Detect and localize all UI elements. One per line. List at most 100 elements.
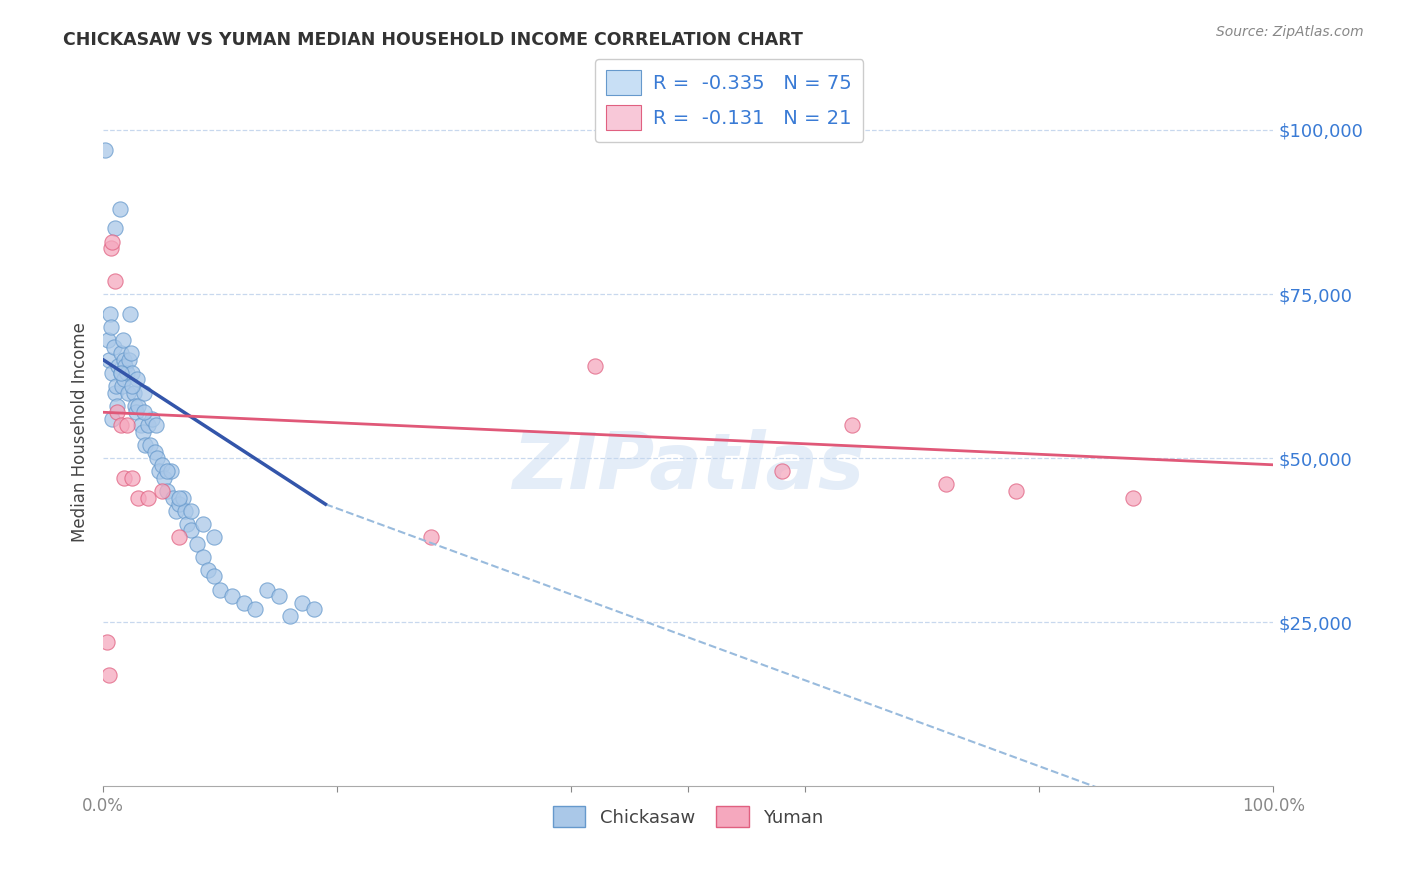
Point xyxy=(98,668,121,682)
Point xyxy=(121,366,143,380)
Point xyxy=(256,582,278,597)
Point xyxy=(132,405,155,419)
Point xyxy=(148,464,170,478)
Point xyxy=(150,458,173,472)
Point xyxy=(94,143,117,157)
Point xyxy=(180,504,202,518)
Point xyxy=(202,530,225,544)
Point xyxy=(770,464,793,478)
Point xyxy=(120,346,142,360)
Point xyxy=(191,516,214,531)
Point xyxy=(180,524,202,538)
Point xyxy=(110,366,132,380)
Point xyxy=(156,484,179,499)
Point xyxy=(124,399,146,413)
Point xyxy=(115,366,138,380)
Point xyxy=(167,491,190,505)
Point xyxy=(202,569,225,583)
Point xyxy=(114,359,136,374)
Point xyxy=(132,385,155,400)
Point xyxy=(176,516,198,531)
Y-axis label: Median Household Income: Median Household Income xyxy=(72,322,89,542)
Point xyxy=(105,399,128,413)
Point xyxy=(197,563,219,577)
Point xyxy=(110,418,132,433)
Point xyxy=(121,471,143,485)
Point xyxy=(115,418,138,433)
Point xyxy=(156,464,179,478)
Point xyxy=(139,438,162,452)
Point xyxy=(141,412,163,426)
Point xyxy=(105,405,128,419)
Point xyxy=(145,418,167,433)
Point xyxy=(104,274,127,288)
Point xyxy=(112,471,135,485)
Point xyxy=(302,602,325,616)
Point xyxy=(186,536,208,550)
Point xyxy=(232,596,254,610)
Point xyxy=(191,549,214,564)
Point xyxy=(167,497,190,511)
Point xyxy=(104,221,127,235)
Point xyxy=(278,608,301,623)
Point xyxy=(153,471,176,485)
Point xyxy=(127,399,149,413)
Point xyxy=(110,346,132,360)
Point xyxy=(118,352,141,367)
Point xyxy=(98,352,121,367)
Point xyxy=(127,491,149,505)
Point xyxy=(419,530,441,544)
Point xyxy=(110,366,132,380)
Point xyxy=(118,307,141,321)
Point xyxy=(143,444,166,458)
Point xyxy=(146,451,169,466)
Point xyxy=(172,491,194,505)
Point xyxy=(209,582,232,597)
Point xyxy=(97,333,120,347)
Point xyxy=(101,235,124,249)
Point xyxy=(98,307,121,321)
Point xyxy=(150,484,173,499)
Text: ZIPatlas: ZIPatlas xyxy=(512,429,865,506)
Point xyxy=(1122,491,1144,505)
Point xyxy=(291,596,314,610)
Text: Source: ZipAtlas.com: Source: ZipAtlas.com xyxy=(1216,25,1364,39)
Point xyxy=(100,241,122,255)
Point xyxy=(111,379,134,393)
Point xyxy=(101,412,124,426)
Point xyxy=(100,319,122,334)
Point xyxy=(108,202,131,216)
Point xyxy=(162,491,184,505)
Point xyxy=(160,464,183,478)
Point xyxy=(841,418,863,433)
Point xyxy=(105,379,128,393)
Point xyxy=(104,385,127,400)
Point xyxy=(165,504,187,518)
Point xyxy=(117,385,139,400)
Legend: Chickasaw, Yuman: Chickasaw, Yuman xyxy=(546,799,831,834)
Point xyxy=(129,418,152,433)
Point xyxy=(122,385,145,400)
Point xyxy=(101,366,124,380)
Point xyxy=(935,477,957,491)
Point xyxy=(221,589,243,603)
Point xyxy=(267,589,290,603)
Text: CHICKASAW VS YUMAN MEDIAN HOUSEHOLD INCOME CORRELATION CHART: CHICKASAW VS YUMAN MEDIAN HOUSEHOLD INCO… xyxy=(63,31,803,49)
Point xyxy=(107,359,129,374)
Point xyxy=(111,333,134,347)
Point xyxy=(103,340,125,354)
Point xyxy=(245,602,267,616)
Point xyxy=(174,504,197,518)
Point xyxy=(134,438,156,452)
Point xyxy=(112,372,135,386)
Point xyxy=(125,372,148,386)
Point xyxy=(136,418,159,433)
Point xyxy=(136,491,159,505)
Point xyxy=(112,352,135,367)
Point xyxy=(167,530,190,544)
Point xyxy=(96,635,118,649)
Point xyxy=(121,379,143,393)
Point xyxy=(125,405,148,419)
Point xyxy=(132,425,155,439)
Point xyxy=(1004,484,1026,499)
